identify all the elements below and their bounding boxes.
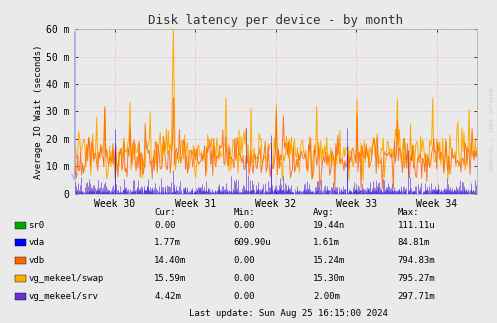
Text: 794.83m: 794.83m <box>398 256 435 265</box>
Text: 15.59m: 15.59m <box>154 274 186 283</box>
Text: Avg:: Avg: <box>313 208 334 217</box>
Text: 0.00: 0.00 <box>234 292 255 301</box>
Title: Disk latency per device - by month: Disk latency per device - by month <box>148 14 404 26</box>
Y-axis label: Average IO Wait (seconds): Average IO Wait (seconds) <box>34 44 43 179</box>
Text: Max:: Max: <box>398 208 419 217</box>
Text: 15.30m: 15.30m <box>313 274 345 283</box>
Text: Last update: Sun Aug 25 16:15:00 2024: Last update: Sun Aug 25 16:15:00 2024 <box>189 309 388 318</box>
Text: Min:: Min: <box>234 208 255 217</box>
Text: 84.81m: 84.81m <box>398 238 430 247</box>
Text: 4.42m: 4.42m <box>154 292 181 301</box>
Text: RRDTOOL / TOBI OETIKER: RRDTOOL / TOBI OETIKER <box>490 88 495 171</box>
Text: 795.27m: 795.27m <box>398 274 435 283</box>
Text: 0.00: 0.00 <box>154 221 175 230</box>
Text: vg_mekeel/swap: vg_mekeel/swap <box>28 274 103 283</box>
Text: 1.61m: 1.61m <box>313 238 340 247</box>
Text: sr0: sr0 <box>28 221 44 230</box>
Text: 0.00: 0.00 <box>234 256 255 265</box>
Text: 609.90u: 609.90u <box>234 238 271 247</box>
Text: 0.00: 0.00 <box>234 221 255 230</box>
Text: 0.00: 0.00 <box>234 274 255 283</box>
Text: Cur:: Cur: <box>154 208 175 217</box>
Text: 19.44n: 19.44n <box>313 221 345 230</box>
Text: vdb: vdb <box>28 256 44 265</box>
Text: 15.24m: 15.24m <box>313 256 345 265</box>
Text: 1.77m: 1.77m <box>154 238 181 247</box>
Text: 297.71m: 297.71m <box>398 292 435 301</box>
Text: 14.40m: 14.40m <box>154 256 186 265</box>
Text: vg_mekeel/srv: vg_mekeel/srv <box>28 292 98 301</box>
Text: 111.11u: 111.11u <box>398 221 435 230</box>
Text: vda: vda <box>28 238 44 247</box>
Text: 2.00m: 2.00m <box>313 292 340 301</box>
